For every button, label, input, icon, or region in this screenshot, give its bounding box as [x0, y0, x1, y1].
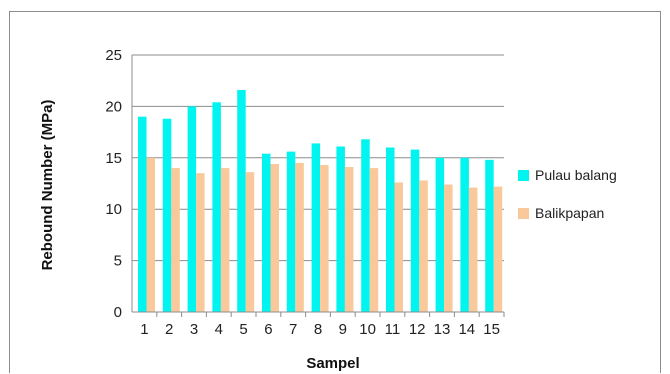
bar-balikpapan — [245, 172, 255, 312]
bars — [138, 89, 503, 313]
x-tick-label: 14 — [458, 321, 475, 338]
y-tick-label: 15 — [105, 150, 122, 167]
bar-balikpapan — [468, 187, 478, 312]
bar-pulau-balang — [460, 157, 469, 312]
x-tick-label: 3 — [190, 321, 198, 338]
bar-pulau-balang — [361, 139, 370, 312]
bar-pulau-balang — [187, 106, 197, 313]
legend-swatch — [518, 208, 529, 219]
bar-balikpapan — [196, 173, 205, 312]
legend-label: Balikpapan — [535, 205, 604, 221]
bar-pulau-balang — [386, 147, 395, 312]
legend: Pulau balang Balikpapan — [518, 167, 617, 221]
y-tick-label: 10 — [105, 201, 122, 218]
x-tick-label: 1 — [140, 321, 148, 338]
legend-swatch — [518, 170, 529, 181]
bar-pulau-balang — [237, 89, 246, 313]
x-tick-label: 12 — [409, 321, 426, 338]
bar-pulau-balang — [212, 102, 221, 313]
y-tick-label: 20 — [105, 98, 122, 115]
legend-label: Pulau balang — [535, 167, 617, 183]
bar-pulau-balang — [262, 153, 271, 312]
x-tick-label: 10 — [359, 321, 376, 338]
x-tick-label: 2 — [165, 321, 173, 338]
chart-frame — [9, 11, 661, 373]
x-tick-label: 15 — [483, 321, 500, 338]
bar-pulau-balang — [138, 116, 147, 313]
bar-pulau-balang — [162, 118, 172, 313]
x-tick-label: 7 — [289, 321, 297, 338]
bar-pulau-balang — [286, 151, 296, 312]
bar-balikpapan — [493, 186, 503, 312]
bar-balikpapan — [270, 163, 279, 312]
y-axis-title: Rebound Number (MPa) — [39, 100, 56, 271]
y-tick-label: 25 — [105, 47, 122, 64]
bar-balikpapan — [394, 182, 403, 312]
bar-balikpapan — [444, 184, 453, 312]
bar-pulau-balang — [336, 146, 345, 312]
bar-balikpapan — [344, 167, 354, 312]
bar-pulau-balang — [410, 149, 420, 312]
x-tick-label: 5 — [239, 321, 247, 338]
bar-balikpapan — [220, 168, 230, 312]
bar-balikpapan — [369, 168, 379, 312]
x-tick-label: 9 — [339, 321, 347, 338]
bar-balikpapan — [295, 162, 304, 312]
bar-pulau-balang — [311, 143, 321, 312]
bar-balikpapan — [146, 157, 155, 312]
y-tick-label: 0 — [114, 304, 122, 321]
x-tick-label: 4 — [215, 321, 223, 338]
bar-balikpapan — [171, 168, 180, 312]
x-axis-title: Sampel — [306, 355, 359, 372]
y-tick-label: 5 — [114, 253, 122, 270]
x-tick-label: 11 — [385, 321, 401, 338]
bar-balikpapan — [419, 180, 428, 312]
bar-balikpapan — [320, 164, 329, 312]
x-tick-label: 13 — [434, 321, 451, 338]
bar-pulau-balang — [485, 159, 494, 312]
bar-pulau-balang — [435, 157, 445, 312]
x-tick-label: 8 — [314, 321, 322, 338]
x-tick-label: 6 — [264, 321, 272, 338]
